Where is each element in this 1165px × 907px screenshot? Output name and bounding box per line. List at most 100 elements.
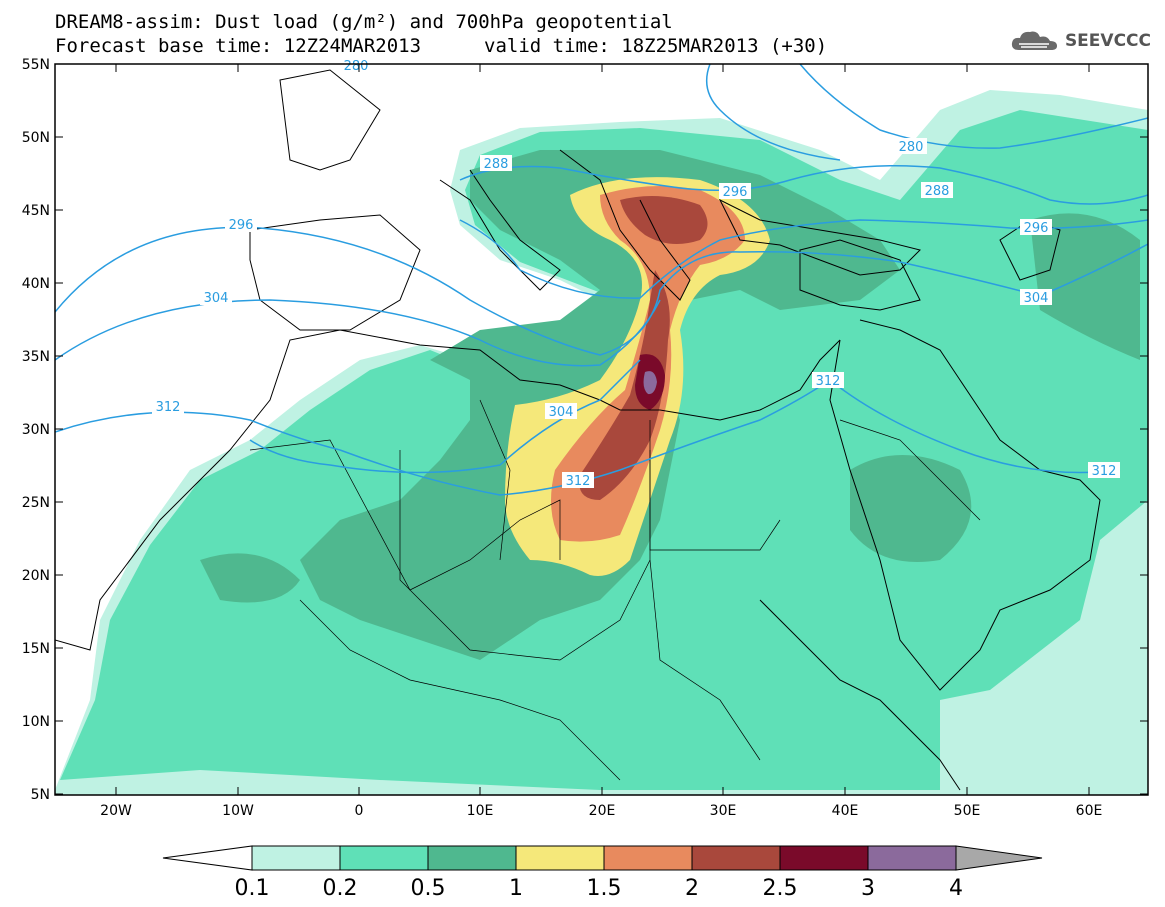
svg-text:10W: 10W — [222, 803, 254, 819]
svg-text:5N: 5N — [31, 787, 50, 803]
colorbar: 0.1 0.2 0.5 1 1.5 2 2.5 3 4 — [162, 845, 1043, 901]
colorbar-swatch — [251, 845, 341, 871]
contour-label: 312 — [562, 472, 594, 489]
svg-text:296: 296 — [1024, 221, 1049, 236]
svg-text:288: 288 — [925, 184, 950, 199]
svg-text:0: 0 — [355, 803, 364, 819]
lat-tick: 55N — [22, 57, 1148, 73]
dust-shading — [55, 90, 1148, 795]
country-borders — [249, 399, 981, 781]
colorbar-swatch — [427, 845, 517, 871]
lat-tick: 5N — [31, 787, 1148, 803]
svg-text:312: 312 — [156, 400, 181, 415]
lon-tick: 30E — [710, 64, 737, 819]
colorbar-left-arrow — [162, 845, 253, 871]
svg-text:280: 280 — [344, 59, 369, 74]
svg-text:50E: 50E — [954, 803, 981, 819]
svg-text:304: 304 — [1024, 291, 1049, 306]
svg-text:40E: 40E — [832, 803, 859, 819]
contour-label: 304 — [1020, 289, 1052, 306]
svg-text:20N: 20N — [22, 568, 50, 584]
map-title: DREAM8-assim: Dust load (g/m²) and 700hP… — [55, 11, 673, 33]
svg-text:296: 296 — [723, 185, 748, 200]
lon-axis: 20W 10W 0 10E 20E 30E 40E 50E 60E — [100, 64, 1102, 819]
colorbar-tick-label: 0.5 — [411, 876, 446, 901]
lat-axis: 55N 50N 45N 40N 35N 30N 25N 20N 15N 10N … — [22, 57, 1148, 803]
svg-text:40N: 40N — [22, 276, 50, 292]
colorbar-swatch — [779, 845, 869, 871]
svg-text:20E: 20E — [589, 803, 616, 819]
lat-tick: 10N — [22, 714, 1148, 730]
svg-text:288: 288 — [484, 157, 509, 172]
contour-label: 312 — [812, 372, 844, 389]
contour-label: 312 — [1088, 462, 1120, 479]
contour-label: 280 — [895, 138, 927, 155]
coastlines — [55, 69, 1101, 791]
contour-label-group: 280 288 288 296 296 296 304 304 304 312 … — [152, 59, 1120, 489]
svg-text:10N: 10N — [22, 714, 50, 730]
contour-label: 312 — [152, 398, 184, 415]
colorbar-tick-label: 2 — [685, 876, 699, 901]
contour-label: 304 — [545, 403, 577, 420]
colorbar-tick-label: 1 — [509, 876, 523, 901]
colorbar-tick-label: 0.2 — [323, 876, 358, 901]
svg-text:50N: 50N — [22, 130, 50, 146]
svg-text:15N: 15N — [22, 641, 50, 657]
lon-tick: 60E — [1076, 64, 1103, 819]
contour-label: 288 — [480, 155, 512, 172]
colorbar-tick-label: 0.1 — [235, 876, 270, 901]
svg-text:296: 296 — [229, 218, 254, 233]
svg-text:304: 304 — [549, 405, 574, 420]
colorbar-swatch — [867, 845, 957, 871]
colorbar-swatch — [339, 845, 429, 871]
lat-tick: 30N — [22, 422, 1148, 438]
contour-label: 280 — [340, 59, 372, 74]
contour-label: 304 — [200, 289, 232, 306]
lat-tick: 50N — [22, 130, 1148, 146]
svg-text:280: 280 — [899, 140, 924, 155]
svg-text:35N: 35N — [22, 349, 50, 365]
svg-text:60E: 60E — [1076, 803, 1103, 819]
lon-tick: 50E — [954, 64, 981, 819]
colorbar-right-arrow — [955, 845, 1043, 871]
svg-text:25N: 25N — [22, 495, 50, 511]
lat-tick: 45N — [22, 203, 1148, 219]
colorbar-swatch — [603, 845, 693, 871]
lat-tick: 20N — [22, 568, 1148, 584]
contour-label: 296 — [719, 183, 751, 200]
colorbar-swatch — [515, 845, 605, 871]
lon-tick: 20E — [589, 64, 616, 819]
lon-tick: 40E — [832, 64, 859, 819]
lat-tick: 40N — [22, 276, 1148, 292]
colorbar-tick-label: 4 — [949, 876, 963, 901]
svg-text:30N: 30N — [22, 422, 50, 438]
svg-text:10E: 10E — [467, 803, 494, 819]
svg-text:304: 304 — [204, 291, 229, 306]
contour-label: 296 — [1020, 219, 1052, 236]
lat-tick: 25N — [22, 495, 1148, 511]
lon-tick: 0 — [355, 64, 364, 819]
colorbar-tick-label: 3 — [861, 876, 875, 901]
colorbar-swatch — [691, 845, 781, 871]
logo-text: SEEVCCC — [1064, 31, 1151, 51]
lat-tick: 15N — [22, 641, 1148, 657]
seevccc-logo: SEEVCCC — [1009, 28, 1151, 54]
lon-tick: 10W — [222, 64, 254, 819]
geopotential-contours — [55, 64, 1148, 496]
colorbar-tick-label: 2.5 — [763, 876, 798, 901]
svg-text:55N: 55N — [22, 57, 50, 73]
svg-text:30E: 30E — [710, 803, 737, 819]
lon-tick: 20W — [100, 64, 132, 819]
svg-text:312: 312 — [816, 374, 841, 389]
cloud-icon — [1011, 31, 1057, 50]
svg-text:312: 312 — [566, 474, 591, 489]
svg-text:45N: 45N — [22, 203, 50, 219]
lat-tick: 35N — [22, 349, 1148, 365]
base-time: Forecast base time: 12Z24MAR2013 — [55, 35, 422, 57]
lon-tick: 10E — [467, 64, 494, 819]
svg-text:312: 312 — [1092, 464, 1117, 479]
contour-label: 288 — [921, 182, 953, 199]
contour-label: 296 — [225, 216, 257, 233]
svg-text:20W: 20W — [100, 803, 132, 819]
